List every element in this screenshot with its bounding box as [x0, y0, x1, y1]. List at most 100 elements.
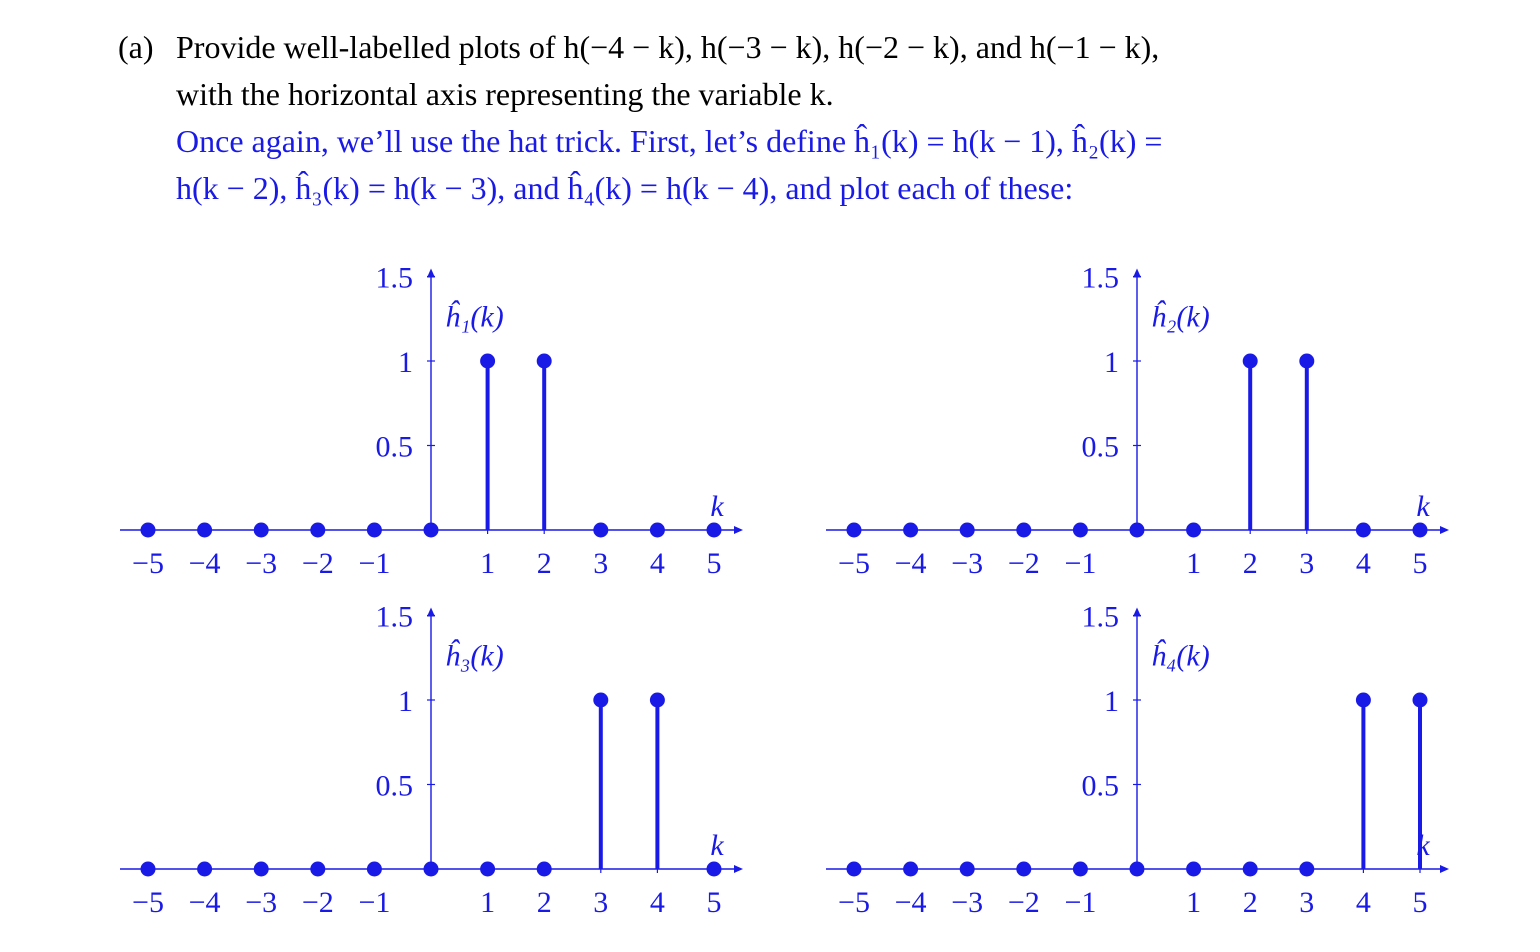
stem-marker-4-6 — [1129, 861, 1145, 877]
stem-marker-4-11 — [1412, 692, 1428, 708]
stem-marker-3-11 — [706, 861, 722, 877]
x-tick-label-2-7: 2 — [1243, 547, 1258, 580]
stem-marker-3-10 — [649, 692, 665, 708]
stem-marker-2-6 — [1129, 522, 1145, 538]
x-tick-label-1-2: −4 — [189, 547, 221, 580]
question-line-1: Provide well-labelled plots of h(−4 − k)… — [176, 29, 1160, 65]
stem-marker-1-2 — [197, 522, 213, 538]
x-tick-label-2-4: −2 — [1008, 547, 1040, 580]
x-tick-label-1-4: −2 — [302, 547, 334, 580]
stem-marker-1-11 — [706, 522, 722, 538]
x-tick-label-4-5: −1 — [1064, 886, 1096, 919]
stem-marker-4-8 — [1242, 861, 1258, 877]
y-tick-label-1-1: 0.5 — [376, 431, 414, 464]
stem-marker-3-3 — [253, 861, 269, 877]
x-axis-arrow-4 — [1440, 865, 1449, 873]
x-tick-label-2-1: −5 — [838, 547, 870, 580]
y-tick-label-3-3: 1.5 — [376, 601, 414, 634]
x-tick-label-3-8: 3 — [593, 886, 608, 919]
stem-marker-1-4 — [310, 522, 326, 538]
answer-line-1: Once again, we’ll use the hat trick. Fir… — [176, 123, 1163, 159]
x-tick-label-1-7: 2 — [537, 547, 552, 580]
problem-statement: (a) Provide well-labelled plots of h(−4 … — [118, 24, 1448, 212]
problem-label: (a) — [118, 29, 154, 65]
x-tick-label-4-7: 2 — [1243, 886, 1258, 919]
stem-marker-4-4 — [1016, 861, 1032, 877]
x-tick-label-1-3: −3 — [245, 547, 277, 580]
y-axis-label-3: ĥ₃(k) — [445, 640, 504, 673]
x-tick-label-3-7: 2 — [537, 886, 552, 919]
x-tick-label-3-4: −2 — [302, 886, 334, 919]
x-tick-label-3-9: 4 — [650, 886, 665, 919]
y-axis-label-1: ĥ₁(k) — [445, 301, 504, 334]
y-axis-arrow-4 — [1133, 607, 1141, 617]
stem-marker-4-7 — [1186, 861, 1202, 877]
stem-marker-3-7 — [480, 861, 496, 877]
y-axis-arrow-1 — [427, 268, 435, 278]
stem-marker-1-7 — [480, 353, 496, 369]
x-axis-label-3: k — [710, 829, 724, 862]
stem-marker-3-5 — [366, 861, 382, 877]
x-tick-label-1-8: 3 — [593, 547, 608, 580]
x-axis-label-1: k — [710, 490, 724, 523]
question-line-2: with the horizontal axis representing th… — [176, 76, 834, 112]
y-axis-arrow-3 — [427, 607, 435, 617]
x-tick-label-2-9: 4 — [1356, 547, 1371, 580]
x-tick-label-2-10: 5 — [1413, 547, 1428, 580]
x-tick-label-3-3: −3 — [245, 886, 277, 919]
stem-marker-2-7 — [1186, 522, 1202, 538]
stem-marker-1-5 — [366, 522, 382, 538]
stem-marker-1-10 — [649, 522, 665, 538]
x-tick-label-1-1: −5 — [132, 547, 164, 580]
x-axis-arrow-3 — [734, 865, 743, 873]
y-tick-label-3-2: 1 — [398, 685, 413, 718]
stem-marker-2-2 — [903, 522, 919, 538]
x-axis-arrow-2 — [1440, 526, 1449, 534]
stem-marker-1-3 — [253, 522, 269, 538]
y-axis-label-2: ĥ₂(k) — [1151, 301, 1210, 334]
stem-marker-2-1 — [846, 522, 862, 538]
x-tick-label-4-2: −4 — [895, 886, 927, 919]
y-tick-label-2-1: 0.5 — [1082, 431, 1120, 464]
stem-marker-4-3 — [959, 861, 975, 877]
stem-marker-4-2 — [903, 861, 919, 877]
stem-marker-1-1 — [140, 522, 156, 538]
x-tick-label-4-10: 5 — [1413, 886, 1428, 919]
stem-marker-4-1 — [846, 861, 862, 877]
y-tick-label-1-2: 1 — [398, 346, 413, 379]
stem-marker-2-4 — [1016, 522, 1032, 538]
y-tick-label-4-3: 1.5 — [1082, 601, 1120, 634]
x-tick-label-2-3: −3 — [951, 547, 983, 580]
x-tick-label-2-6: 1 — [1186, 547, 1201, 580]
x-tick-label-3-1: −5 — [132, 886, 164, 919]
x-tick-label-4-9: 4 — [1356, 886, 1371, 919]
x-tick-label-1-6: 1 — [480, 547, 495, 580]
problem-body: Provide well-labelled plots of h(−4 − k)… — [176, 24, 1448, 212]
x-tick-label-4-3: −3 — [951, 886, 983, 919]
stem-marker-3-6 — [423, 861, 439, 877]
y-tick-label-4-2: 1 — [1104, 685, 1119, 718]
x-tick-label-3-10: 5 — [707, 886, 722, 919]
y-tick-label-4-1: 0.5 — [1082, 770, 1120, 803]
stem-marker-3-4 — [310, 861, 326, 877]
stem-marker-3-2 — [197, 861, 213, 877]
stem-marker-2-9 — [1299, 353, 1315, 369]
stem-marker-3-8 — [536, 861, 552, 877]
stem-marker-4-5 — [1072, 861, 1088, 877]
stem-marker-2-5 — [1072, 522, 1088, 538]
stem-marker-1-8 — [536, 353, 552, 369]
x-axis-arrow-1 — [734, 526, 743, 534]
stem-marker-2-10 — [1355, 522, 1371, 538]
answer-line-2: h(k − 2), ĥ₃(k) = h(k − 3), and ĥ₄(k) = … — [176, 170, 1074, 206]
x-tick-label-3-6: 1 — [480, 886, 495, 919]
stem-marker-2-3 — [959, 522, 975, 538]
x-tick-label-4-6: 1 — [1186, 886, 1201, 919]
y-axis-label-4: ĥ₄(k) — [1151, 640, 1210, 673]
stem-marker-1-9 — [593, 522, 609, 538]
stem-marker-2-8 — [1242, 353, 1258, 369]
x-tick-label-2-2: −4 — [895, 547, 927, 580]
y-axis-arrow-2 — [1133, 268, 1141, 278]
y-tick-label-2-3: 1.5 — [1082, 262, 1120, 295]
stem-marker-3-1 — [140, 861, 156, 877]
stem-marker-4-9 — [1299, 861, 1315, 877]
